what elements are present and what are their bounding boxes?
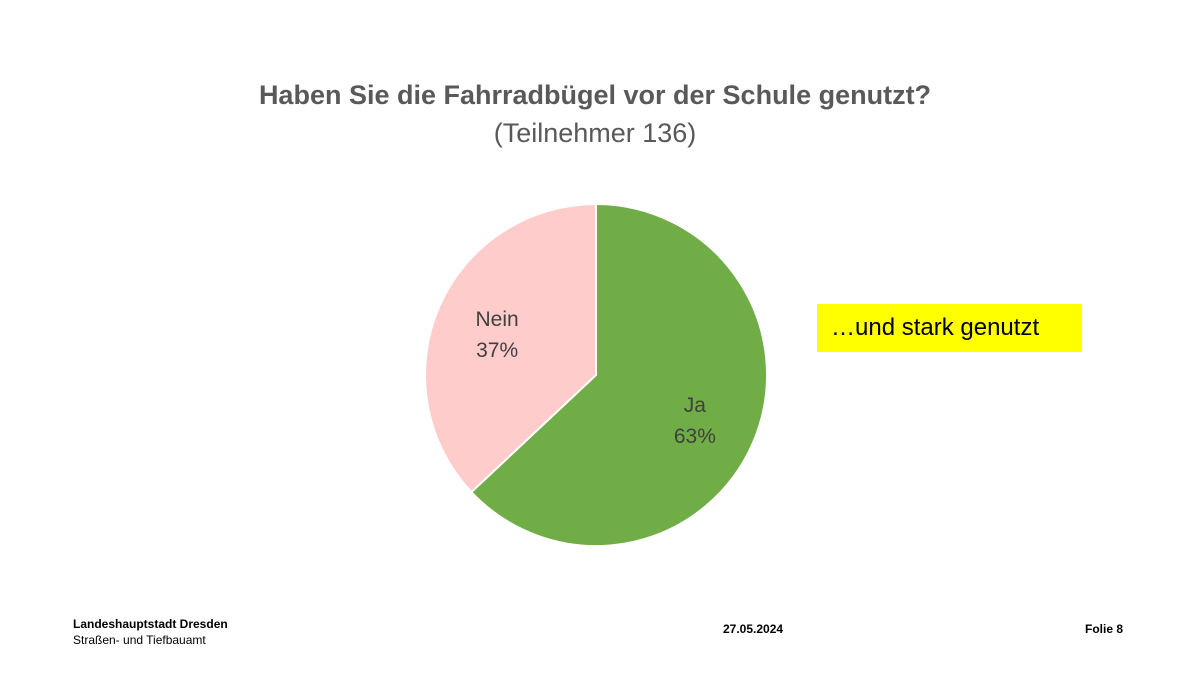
- footer-slide-number: Folie 8: [1085, 622, 1124, 636]
- footer-organization: Landeshauptstadt Dresden Straßen- und Ti…: [73, 616, 228, 648]
- chart-title: Haben Sie die Fahrradbügel vor der Schul…: [258, 80, 932, 110]
- chart-subtitle: (Teilnehmer 136): [493, 118, 697, 148]
- callout-box: …und stark genutzt: [817, 304, 1082, 352]
- pie-label-nein: Nein: [476, 308, 519, 331]
- footer-org-department: Straßen- und Tiefbauamt: [73, 633, 206, 647]
- footer-date: 27.05.2024: [723, 622, 784, 636]
- pie-slice-ja: [469, 202, 768, 547]
- pie-value-nein: 37%: [476, 339, 518, 362]
- pie-label-ja: Ja: [684, 394, 707, 417]
- pie-slice-nein: [423, 202, 597, 494]
- footer-org-name: Landeshauptstadt Dresden: [73, 617, 228, 631]
- pie-value-ja: 63%: [674, 425, 716, 448]
